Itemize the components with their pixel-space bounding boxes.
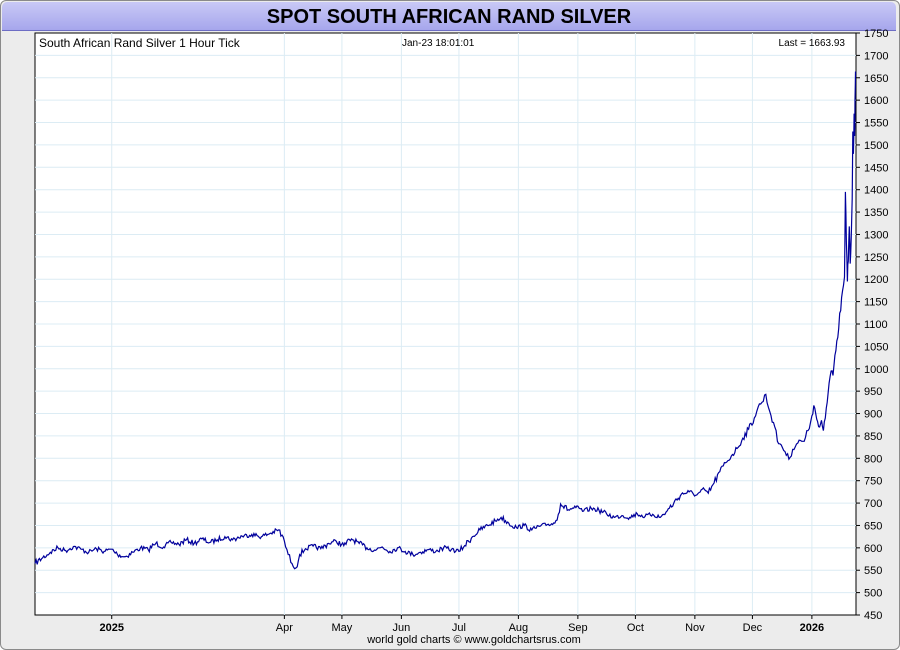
- x-tick-label: Jun: [393, 622, 411, 634]
- chart-subtitle: South African Rand Silver 1 Hour Tick: [39, 36, 241, 50]
- y-tick-label: 700: [864, 498, 882, 510]
- last-value-label: Last = 1663.93: [779, 38, 846, 49]
- y-tick-label: 1150: [864, 297, 888, 309]
- x-tick-label: May: [332, 622, 353, 634]
- y-tick-label: 650: [864, 520, 882, 532]
- y-tick-label: 1500: [864, 140, 888, 152]
- y-tick-label: 1200: [864, 274, 888, 286]
- y-tick-label: 1300: [864, 229, 888, 241]
- y-tick-label: 600: [864, 543, 882, 555]
- page-title: SPOT SOUTH AFRICAN RAND SILVER: [2, 2, 896, 31]
- y-tick-label: 1550: [864, 118, 888, 130]
- chart-timestamp: Jan-23 18:01:01: [402, 38, 475, 49]
- y-tick-label: 1750: [864, 28, 888, 40]
- x-tick-label: Apr: [276, 622, 293, 634]
- y-tick-label: 1350: [864, 207, 888, 219]
- x-tick-label: Nov: [685, 622, 705, 634]
- x-axis: 2025 Apr May Jun Jul Aug Sep Oct Nov Dec 2026: [99, 615, 824, 634]
- y-tick-label: 950: [864, 386, 882, 398]
- y-tick-label: 850: [864, 431, 882, 443]
- y-tick-label: 1450: [864, 162, 888, 174]
- y-tick-label: 450: [864, 610, 882, 622]
- x-tick-label: Oct: [627, 622, 644, 634]
- x-tick-label: Aug: [509, 622, 529, 634]
- x-tick-label: Sep: [568, 622, 588, 634]
- y-tick-label: 1700: [864, 50, 888, 62]
- x-tick-label: Dec: [743, 622, 763, 634]
- y-tick-label: 500: [864, 588, 882, 600]
- y-tick-label: 550: [864, 565, 882, 577]
- y-tick-label: 1250: [864, 252, 888, 264]
- y-tick-label: 900: [864, 409, 882, 421]
- y-tick-label: 1000: [864, 364, 888, 376]
- y-tick-label: 1400: [864, 185, 888, 197]
- x-tick-label: 2026: [800, 622, 824, 634]
- x-tick-label: Jul: [452, 622, 466, 634]
- x-tick-label: 2025: [99, 622, 123, 634]
- grid: [35, 33, 856, 615]
- y-tick-label: 750: [864, 476, 882, 488]
- y-tick-label: 1650: [864, 73, 888, 85]
- series-line: [34, 71, 857, 570]
- y-tick-label: 1050: [864, 341, 888, 353]
- y-tick-label: 1600: [864, 95, 888, 107]
- y-axis: 450 500 550 600 650 700 750 800 850 900 950 1000 105…: [856, 28, 888, 622]
- y-tick-label: 1100: [864, 319, 888, 331]
- footer-credit: world gold charts © www.goldchartsrus.co…: [366, 634, 581, 646]
- y-tick-label: 800: [864, 453, 882, 465]
